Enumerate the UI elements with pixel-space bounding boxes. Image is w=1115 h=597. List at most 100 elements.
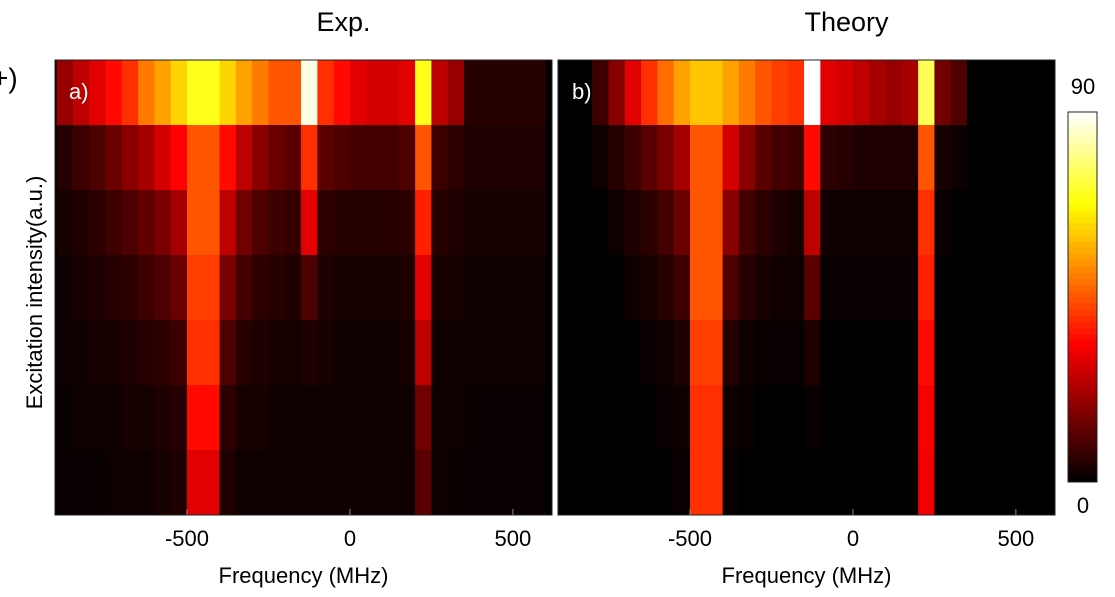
heatmap-cell [252,190,269,256]
heatmap-cell [512,320,530,386]
heatmap-cell [771,450,789,516]
heatmap-cell [105,190,123,256]
heatmap-cell [333,60,351,126]
heatmap-cell [366,60,384,126]
heatmap-cell [934,320,952,386]
colorbar-swatch [1068,229,1097,236]
heatmap-cell [480,385,498,451]
heatmap-cell [950,60,968,126]
heatmap-cell [869,190,887,256]
heatmap-cell [836,320,854,386]
heatmap-cell [480,320,498,386]
heatmap-cell [575,60,593,126]
heatmap-cell [836,255,854,321]
heatmap-cell [105,320,123,386]
heatmap-cell [349,190,367,256]
heatmap-cell [219,320,237,386]
heatmap-cell [56,125,74,191]
heatmap-cell [804,125,821,191]
heatmap-cell [608,385,626,451]
heatmap-cell [203,125,221,191]
colorbar-swatch [1068,327,1097,335]
colorbar-swatch [1068,303,1097,310]
heatmap-cell [382,60,400,126]
heatmap-cell [608,125,626,191]
colorbar-swatch [1068,130,1097,138]
heatmap-cell [415,320,432,386]
colorbar-swatch [1068,149,1097,156]
panel-title: Theory [804,7,889,37]
heatmap-cell [820,450,838,516]
heatmap-cell [738,385,756,451]
heatmap-cell [1032,190,1049,256]
heatmap-cell [983,450,1001,516]
heatmap-cell [657,60,675,126]
colorbar-swatch [1068,334,1097,341]
heatmap-cell [89,125,107,191]
heatmap-cell [901,385,919,451]
heatmap-cell [950,385,968,451]
x-tick-label: 500 [495,526,532,551]
heatmap-cell [575,320,593,386]
heatmap-cell [382,255,400,321]
heatmap-cell [836,125,854,191]
heatmap-cell [820,60,838,126]
heatmap-cell [415,190,432,256]
heatmap-cell [592,255,610,321]
heatmap-cell [1015,255,1033,321]
heatmap-cell [219,125,237,191]
heatmap-cell [480,190,498,256]
panel-title: Exp. [316,7,370,37]
heatmap-cell [608,60,626,126]
heatmap-cell [105,385,123,451]
heatmap-cell [170,190,188,256]
heatmap-cell [317,60,335,126]
heatmap-cell [885,255,903,321]
colorbar-swatch [1068,340,1097,347]
heatmap-cell [382,320,400,386]
heatmap-cell [301,385,318,451]
heatmap-cell [415,385,432,451]
heatmap-cell [771,255,789,321]
heatmap-cell [641,255,658,321]
colorbar-swatch [1068,469,1097,477]
heatmap-cell [268,60,286,126]
heatmap-cell [771,385,789,451]
heatmap-cell [333,190,351,256]
heatmap-cell [382,385,400,451]
heatmap-cell [72,450,90,516]
heatmap-cell [689,60,707,126]
heatmap-cell [755,60,772,126]
heatmap-cell [559,385,577,451]
heatmap-cell [317,255,335,321]
heatmap-cell [235,385,253,451]
heatmap-cell [999,125,1017,191]
heatmap-cell [901,60,919,126]
heatmap-cell [999,60,1017,126]
heatmap-cell [1015,125,1033,191]
heatmap-cell [464,450,481,516]
heatmap-cell [349,385,367,451]
heatmap-cell [869,385,887,451]
heatmap-cell [885,385,903,451]
heatmap-cell [529,125,546,191]
heatmap-cell [999,190,1017,256]
colorbar-swatch [1068,247,1097,255]
heatmap-cell [983,190,1001,256]
heatmap-cell [121,320,139,386]
heatmap-cell [787,190,805,256]
heatmap-cell [349,60,367,126]
heatmap-cell [464,385,481,451]
heatmap-cell [89,60,107,126]
heatmap-cell [755,125,772,191]
heatmap-cell [89,320,107,386]
colorbar-frame [1067,111,1098,483]
heatmap-cell [72,125,90,191]
heatmap-cell [186,125,204,191]
heatmap-cell [673,60,691,126]
heatmap-cell [722,190,740,256]
heatmap-cell [787,60,805,126]
heatmap-cell [999,385,1017,451]
heatmap-cell [950,320,968,386]
